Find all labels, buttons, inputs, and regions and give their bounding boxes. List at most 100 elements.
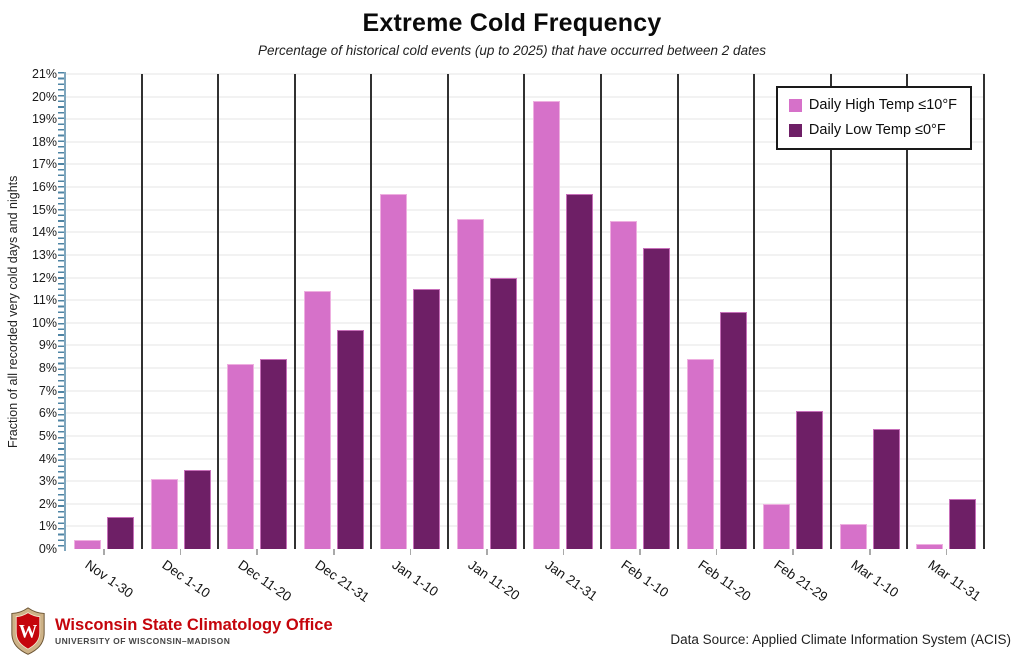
y-tick-label: 21% (31, 67, 57, 81)
x-tick-label: Mar 1-10 (848, 557, 902, 601)
x-tick-label: Feb 21-29 (771, 557, 831, 605)
y-tick-label: 7% (38, 383, 57, 398)
category-group: Feb 11-20 (679, 74, 756, 604)
y-tick-label: 5% (38, 428, 57, 443)
y-tick-label: 6% (38, 406, 57, 421)
y-tick-label: 18% (31, 134, 57, 149)
y-axis-minor-ticks (58, 72, 64, 551)
bar-daily-high (533, 101, 561, 549)
x-tick-label: Feb 11-20 (695, 557, 754, 605)
x-axis-tick (256, 549, 258, 555)
bar-daily-low (566, 193, 594, 549)
legend-label: Daily Low Temp ≤0°F (808, 122, 946, 138)
org-lockup: W Wisconsin State Climatology Office UNI… (9, 607, 333, 655)
bar-daily-low (183, 469, 211, 549)
x-tick-label: Nov 1-30 (82, 557, 137, 601)
bar-daily-high (456, 218, 484, 549)
bar-daily-high (380, 193, 408, 549)
category-group: Jan 21-31 (525, 74, 603, 604)
org-name: Wisconsin State Climatology Office (55, 615, 333, 634)
bar-daily-low (336, 329, 364, 549)
y-tick-label: 11% (32, 293, 57, 308)
y-axis-title: Fraction of all recorded very cold days … (6, 175, 20, 448)
gridline (66, 480, 985, 482)
y-tick-label: 8% (38, 361, 57, 376)
gridline (66, 344, 985, 346)
bar-daily-high (763, 503, 791, 549)
bar-daily-low (796, 411, 824, 549)
gridline (66, 435, 985, 437)
y-tick-label: 15% (31, 202, 57, 217)
x-axis-tick (639, 549, 641, 555)
y-tick-label: 0% (38, 542, 57, 556)
data-source-note: Data Source: Applied Climate Information… (670, 632, 1011, 647)
gridline (66, 277, 985, 279)
bar-daily-high (839, 524, 867, 549)
x-axis-tick (562, 549, 565, 555)
category-group: Dec 21-31 (296, 74, 373, 605)
bar-daily-high (74, 539, 101, 549)
category-group: Jan 11-20 (449, 74, 526, 603)
x-axis-tick (945, 549, 948, 555)
org-text: Wisconsin State Climatology Office UNIVE… (55, 616, 333, 646)
x-axis-tick (103, 549, 105, 555)
x-tick-label: Jan 11-20 (465, 557, 523, 604)
bar-daily-high (686, 359, 714, 549)
gridline (66, 322, 985, 324)
x-axis-tick (869, 549, 871, 555)
gridline (66, 141, 985, 143)
bar-daily-low (719, 311, 747, 549)
bar-daily-high (150, 478, 178, 549)
y-axis-line (64, 72, 66, 551)
bar-daily-low (949, 499, 977, 549)
category-group: Dec 11-20 (219, 74, 296, 604)
gridline (66, 299, 985, 301)
gridline (66, 209, 985, 211)
gridline (66, 163, 985, 165)
bar-daily-low (413, 288, 441, 549)
bar-daily-high (610, 221, 638, 549)
x-tick-label: Jan 21-31 (542, 557, 600, 604)
chart-subtitle: Percentage of historical cold events (up… (257, 43, 767, 58)
legend-swatch (788, 123, 802, 137)
gridline (66, 231, 985, 233)
bar-daily-low (489, 277, 517, 549)
x-axis-tick (333, 549, 335, 555)
gridline (66, 458, 985, 460)
gridline (66, 390, 985, 392)
x-tick-label: Dec 21-31 (312, 557, 373, 606)
gridline (66, 96, 985, 98)
y-tick-label: 3% (38, 474, 57, 489)
y-tick-label: 16% (31, 180, 57, 195)
y-tick-label: 17% (31, 157, 57, 172)
y-tick-label: 4% (38, 451, 57, 466)
org-subtitle: UNIVERSITY OF WISCONSIN–MADISON (55, 636, 231, 647)
legend-item: Daily High Temp ≤10°F (788, 97, 957, 113)
x-axis-tick (486, 549, 488, 555)
gridline (66, 254, 985, 256)
bar-daily-low (872, 429, 900, 549)
category-group: Mar 11-31 (908, 74, 985, 604)
gridline (66, 503, 985, 505)
x-axis-tick (179, 549, 182, 555)
category-group: Feb 1-10 (602, 74, 679, 600)
svg-text:W: W (19, 622, 38, 643)
x-tick-label: Mar 11-31 (925, 557, 984, 605)
y-tick-label: 19% (31, 112, 57, 127)
y-tick-label: 9% (38, 338, 57, 353)
category-group: Mar 1-10 (832, 74, 909, 600)
y-tick-label: 12% (31, 270, 57, 285)
legend-label: Daily High Temp ≤10°F (808, 97, 957, 113)
chart-title: Extreme Cold Frequency (362, 9, 662, 37)
category-group: Nov 1-30 (66, 74, 143, 601)
x-axis-tick (409, 549, 412, 555)
y-tick-label: 20% (31, 89, 57, 104)
category-group: Dec 1-10 (143, 74, 220, 601)
legend-swatch (788, 98, 802, 112)
x-axis-tick (792, 549, 794, 555)
x-tick-label: Dec 11-20 (235, 557, 295, 605)
gridline (66, 186, 985, 188)
x-tick-label: Jan 1-10 (388, 557, 441, 600)
bar-daily-high (227, 363, 255, 549)
